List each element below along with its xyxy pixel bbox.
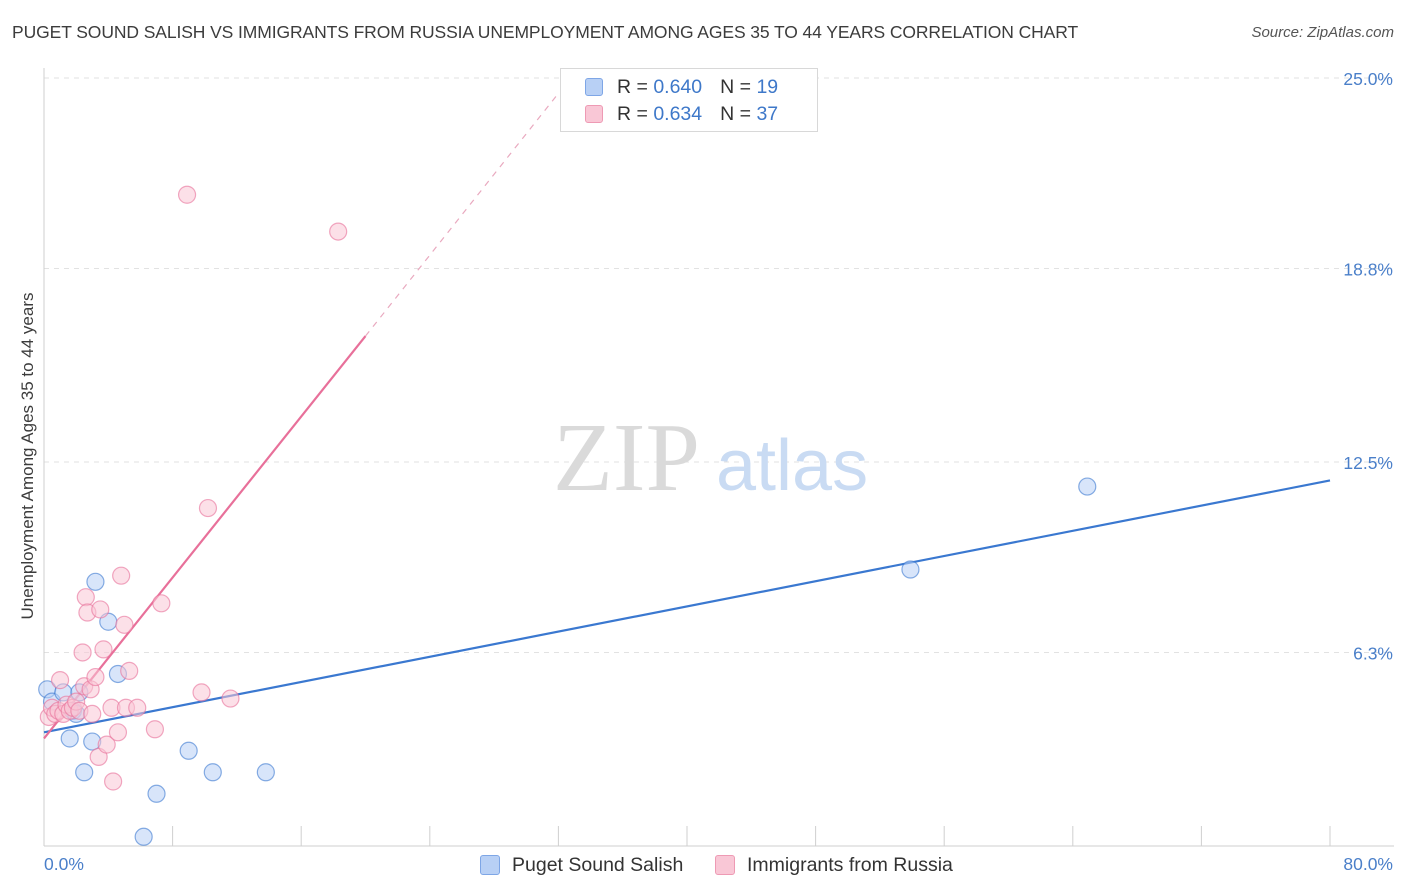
puget-point: [203, 763, 222, 782]
axes: [43, 68, 1394, 847]
source-label: Source: ZipAtlas.com: [1251, 24, 1394, 41]
russia-point: [104, 772, 123, 791]
tick-labels: 6.3% 12.5% 18.8% 25.0% 0.0% 80.0%: [44, 69, 1393, 874]
russia-point: [192, 683, 211, 702]
bottom-legend-puget: Puget Sound Salish: [480, 852, 683, 878]
legend-swatch-blue: [585, 78, 603, 96]
legend-n-value: 19: [756, 75, 779, 98]
legend-r-value: 0.634: [653, 102, 703, 125]
bottom-legend-swatch-blue: [480, 855, 500, 875]
puget-point: [75, 763, 94, 782]
puget-point: [86, 572, 105, 591]
russia-point: [329, 222, 348, 241]
legend-n-value: 37: [756, 102, 779, 125]
legend-r-label: R =: [617, 75, 654, 98]
bottom-legend-swatch-pink: [715, 855, 735, 875]
puget-point: [901, 560, 920, 579]
x-tick-label: 80.0%: [1343, 854, 1393, 874]
puget-trend-line: [43, 479, 1331, 734]
russia-point: [76, 588, 95, 607]
grid-lines: [44, 77, 1394, 653]
puget-point: [60, 729, 79, 748]
puget-point: [147, 784, 166, 803]
russia-point: [128, 698, 147, 717]
watermark-atlas: atlas: [716, 426, 868, 506]
x-tick-label: 0.0%: [44, 854, 84, 874]
russia-point: [86, 667, 105, 687]
watermark: ZIP atlas: [553, 404, 868, 512]
puget-point: [256, 763, 275, 782]
russia-point: [198, 498, 218, 518]
russia-point: [91, 600, 110, 619]
puget-point: [134, 827, 153, 846]
russia-point: [120, 661, 139, 680]
bottom-legend-label-pink: Immigrants from Russia: [747, 853, 953, 876]
y-tick-label: 25.0%: [1343, 69, 1393, 89]
russia-point: [112, 566, 131, 585]
correlation-legend: R = 0.640 N = 19 R = 0.634 N = 37: [560, 68, 818, 132]
russia-trend-extension: [365, 92, 559, 337]
legend-swatch-pink: [585, 105, 603, 123]
watermark-zip: ZIP: [553, 404, 700, 512]
puget-point: [179, 741, 198, 760]
legend-n-label: N =: [720, 102, 757, 125]
y-tick-label: 6.3%: [1353, 643, 1393, 663]
russia-point: [152, 594, 171, 613]
russia-point: [177, 185, 197, 204]
russia-point: [97, 735, 116, 754]
legend-row-puget: R = 0.640 N = 19: [585, 74, 778, 100]
bottom-legend-label-blue: Puget Sound Salish: [512, 853, 684, 876]
russia-point: [94, 640, 113, 659]
puget-point: [1078, 477, 1097, 496]
russia-point: [145, 720, 165, 739]
russia-point: [115, 615, 134, 634]
russia-point: [50, 671, 70, 690]
chart-title: PUGET SOUND SALISH VS IMMIGRANTS FROM RU…: [12, 22, 1079, 42]
legend-n-label: N =: [720, 75, 757, 98]
legend-r-label: R =: [617, 102, 654, 125]
y-tick-label: 18.8%: [1343, 259, 1393, 279]
y-tick-label: 12.5%: [1343, 453, 1393, 473]
russia-point: [73, 643, 92, 662]
bottom-legend-russia: Immigrants from Russia: [715, 852, 953, 878]
russia-point: [83, 704, 102, 724]
data-points: [38, 185, 1097, 846]
legend-row-russia: R = 0.634 N = 37: [585, 101, 778, 127]
russia-point: [108, 723, 128, 742]
russia-point: [221, 689, 240, 708]
legend-r-value: 0.640: [653, 75, 703, 98]
